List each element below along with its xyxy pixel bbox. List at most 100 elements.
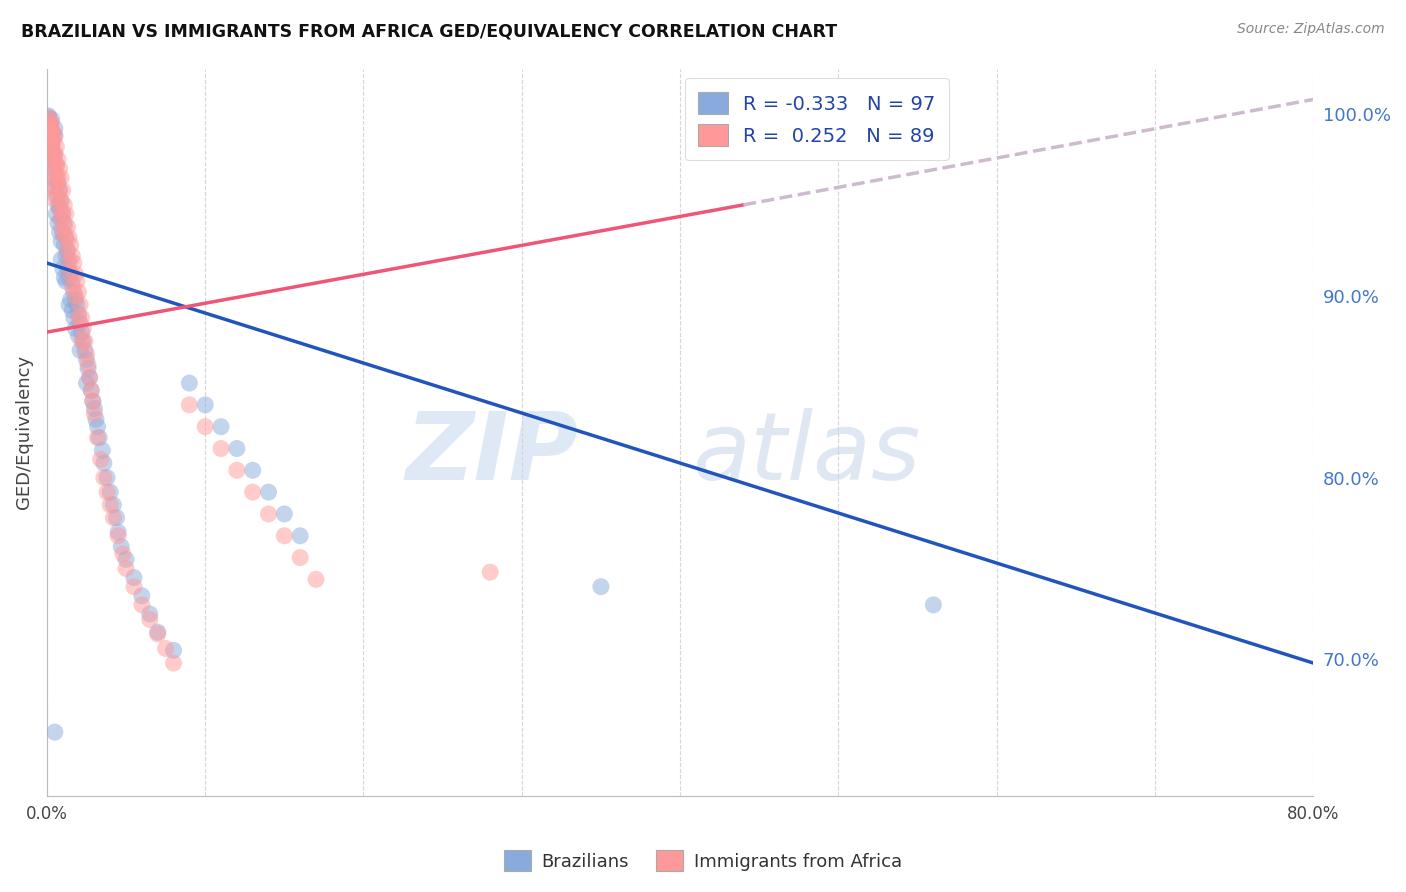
Point <box>58 252 80 267</box>
Point <box>305 573 328 587</box>
Point <box>131 598 153 612</box>
Y-axis label: GED/Equivalency: GED/Equivalency <box>15 355 32 509</box>
Point <box>60 249 83 263</box>
Point <box>55 249 77 263</box>
Point <box>80 384 103 398</box>
Point <box>48 183 70 197</box>
Point <box>41 116 63 130</box>
Point <box>49 212 72 227</box>
Legend: Brazilians, Immigrants from Africa: Brazilians, Immigrants from Africa <box>496 843 910 879</box>
Point <box>209 442 232 456</box>
Point <box>62 285 84 300</box>
Point <box>48 202 70 216</box>
Point <box>39 116 62 130</box>
Point <box>49 212 72 227</box>
Point <box>52 183 75 197</box>
Point <box>96 470 118 484</box>
Point <box>242 485 264 500</box>
Point <box>48 202 70 216</box>
Point <box>37 114 59 128</box>
Point <box>59 267 82 281</box>
Point <box>79 370 101 384</box>
Point <box>58 298 80 312</box>
Text: Source: ZipAtlas.com: Source: ZipAtlas.com <box>1237 22 1385 37</box>
Point <box>67 307 90 321</box>
Point <box>72 321 94 335</box>
Point <box>58 256 80 270</box>
Point <box>273 529 295 543</box>
Point <box>46 153 69 167</box>
Point <box>53 238 76 252</box>
Point <box>39 118 62 132</box>
Point <box>77 358 100 372</box>
Point <box>55 207 77 221</box>
Point <box>45 207 67 221</box>
Point <box>103 510 125 524</box>
Point <box>44 121 66 136</box>
Point <box>122 580 145 594</box>
Point <box>42 153 65 167</box>
Point <box>55 274 77 288</box>
Point <box>155 641 177 656</box>
Point <box>288 550 311 565</box>
Point <box>75 347 97 361</box>
Point <box>48 183 70 197</box>
Point <box>41 134 63 148</box>
Point <box>273 507 295 521</box>
Point <box>37 111 59 125</box>
Point <box>53 216 76 230</box>
Point <box>209 419 232 434</box>
Point <box>55 230 77 244</box>
Point <box>79 370 101 384</box>
Point <box>162 656 184 670</box>
Point <box>59 293 82 307</box>
Point <box>52 261 75 276</box>
Point <box>65 293 87 307</box>
Point <box>58 230 80 244</box>
Point <box>49 194 72 209</box>
Point <box>56 219 79 234</box>
Point <box>77 361 100 376</box>
Point <box>65 321 87 335</box>
Point <box>37 111 59 125</box>
Point <box>257 507 280 521</box>
Point <box>107 529 129 543</box>
Point <box>52 207 75 221</box>
Legend: R = -0.333   N = 97, R =  0.252   N = 89: R = -0.333 N = 97, R = 0.252 N = 89 <box>685 78 949 160</box>
Point <box>44 158 66 172</box>
Point <box>49 170 72 185</box>
Point <box>41 139 63 153</box>
Text: BRAZILIAN VS IMMIGRANTS FROM AFRICA GED/EQUIVALENCY CORRELATION CHART: BRAZILIAN VS IMMIGRANTS FROM AFRICA GED/… <box>21 22 837 40</box>
Point <box>41 191 63 205</box>
Text: ZIP: ZIP <box>406 408 579 500</box>
Point <box>83 401 105 416</box>
Point <box>84 412 107 426</box>
Point <box>49 252 72 267</box>
Point <box>66 298 89 312</box>
Point <box>55 230 77 244</box>
Point <box>70 325 93 339</box>
Point <box>46 198 69 212</box>
Point <box>82 394 104 409</box>
Point <box>39 130 62 145</box>
Point <box>194 398 217 412</box>
Point <box>41 125 63 139</box>
Point <box>75 352 97 367</box>
Point <box>139 612 162 626</box>
Point <box>589 580 612 594</box>
Point <box>62 256 84 270</box>
Point <box>42 161 65 176</box>
Point <box>69 298 91 312</box>
Point <box>52 225 75 239</box>
Point <box>72 334 94 349</box>
Point <box>59 238 82 252</box>
Point <box>66 274 89 288</box>
Point <box>46 170 69 185</box>
Point <box>48 225 70 239</box>
Point <box>56 261 79 276</box>
Point <box>56 244 79 258</box>
Point <box>39 121 62 136</box>
Point <box>86 431 108 445</box>
Point <box>46 216 69 230</box>
Point <box>146 625 169 640</box>
